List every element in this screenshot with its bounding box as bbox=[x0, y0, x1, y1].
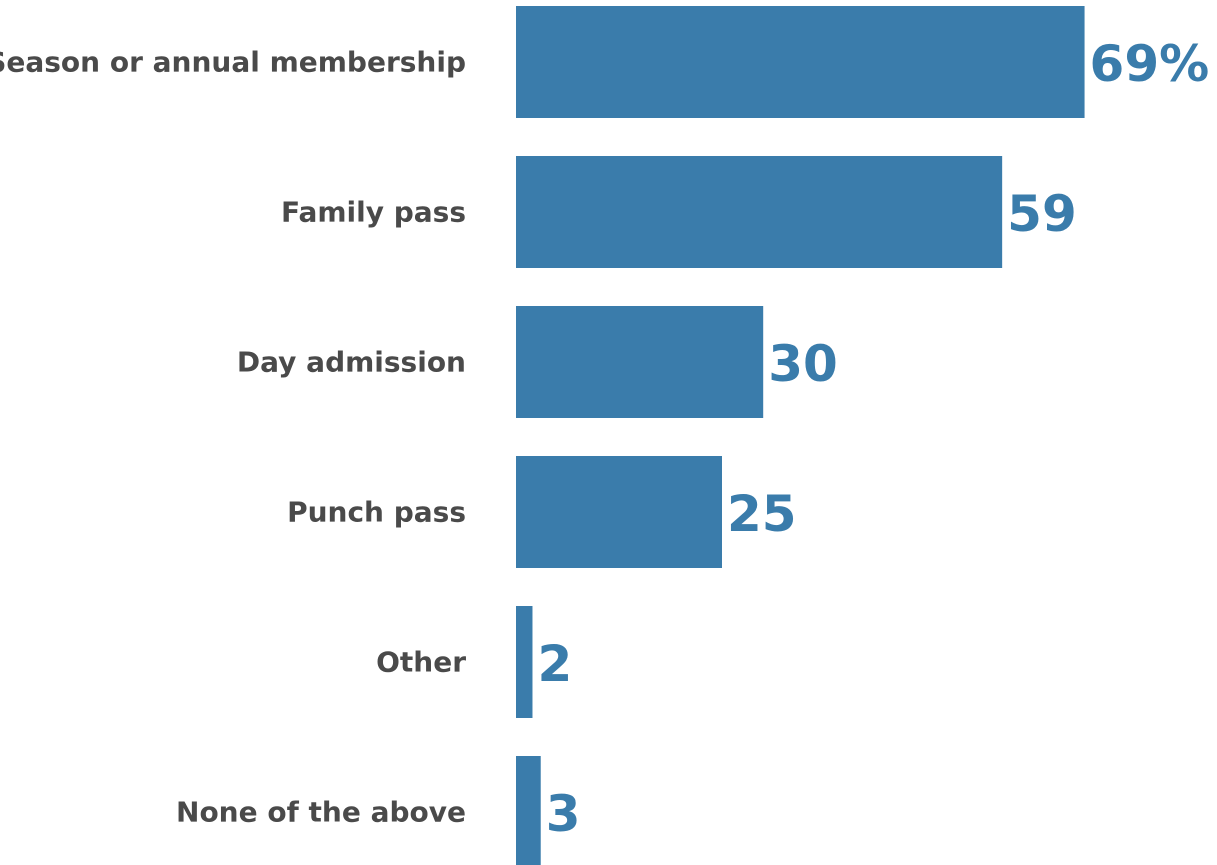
bar-punch-pass bbox=[516, 456, 722, 568]
value-label-family-pass: 59 bbox=[1007, 185, 1077, 243]
value-label-day-admission: 30 bbox=[768, 335, 838, 393]
category-label-punch-pass: Punch pass bbox=[287, 496, 466, 529]
value-label-season-or-annual-membership: 69% bbox=[1090, 35, 1210, 93]
category-label-day-admission: Day admission bbox=[237, 346, 466, 379]
bar-row-punch-pass: Punch pass 25 bbox=[287, 456, 797, 568]
bar-row-family-pass: Family pass 59 bbox=[281, 156, 1077, 268]
category-label-family-pass: Family pass bbox=[281, 196, 466, 229]
bar-season-or-annual-membership bbox=[516, 6, 1085, 118]
value-label-other: 2 bbox=[537, 635, 572, 693]
bar-row-none-of-the-above: None of the above 3 bbox=[176, 756, 581, 865]
category-label-none-of-the-above: None of the above bbox=[176, 796, 466, 829]
value-label-none-of-the-above: 3 bbox=[546, 785, 581, 843]
category-label-season-or-annual-membership: Season or annual membership bbox=[0, 46, 466, 79]
bar-none-of-the-above bbox=[516, 756, 541, 865]
chart-rows: Season or annual membership 69% Family pas… bbox=[0, 6, 1209, 865]
bar-row-other: Other 2 bbox=[376, 606, 572, 718]
bar-family-pass bbox=[516, 156, 1003, 268]
value-label-punch-pass: 25 bbox=[727, 485, 797, 543]
bar-row-season-or-annual-membership: Season or annual membership 69% bbox=[0, 6, 1209, 118]
bar-day-admission bbox=[516, 306, 764, 418]
bar-row-day-admission: Day admission 30 bbox=[237, 306, 838, 418]
category-label-other: Other bbox=[376, 646, 466, 679]
bar-other bbox=[516, 606, 533, 718]
